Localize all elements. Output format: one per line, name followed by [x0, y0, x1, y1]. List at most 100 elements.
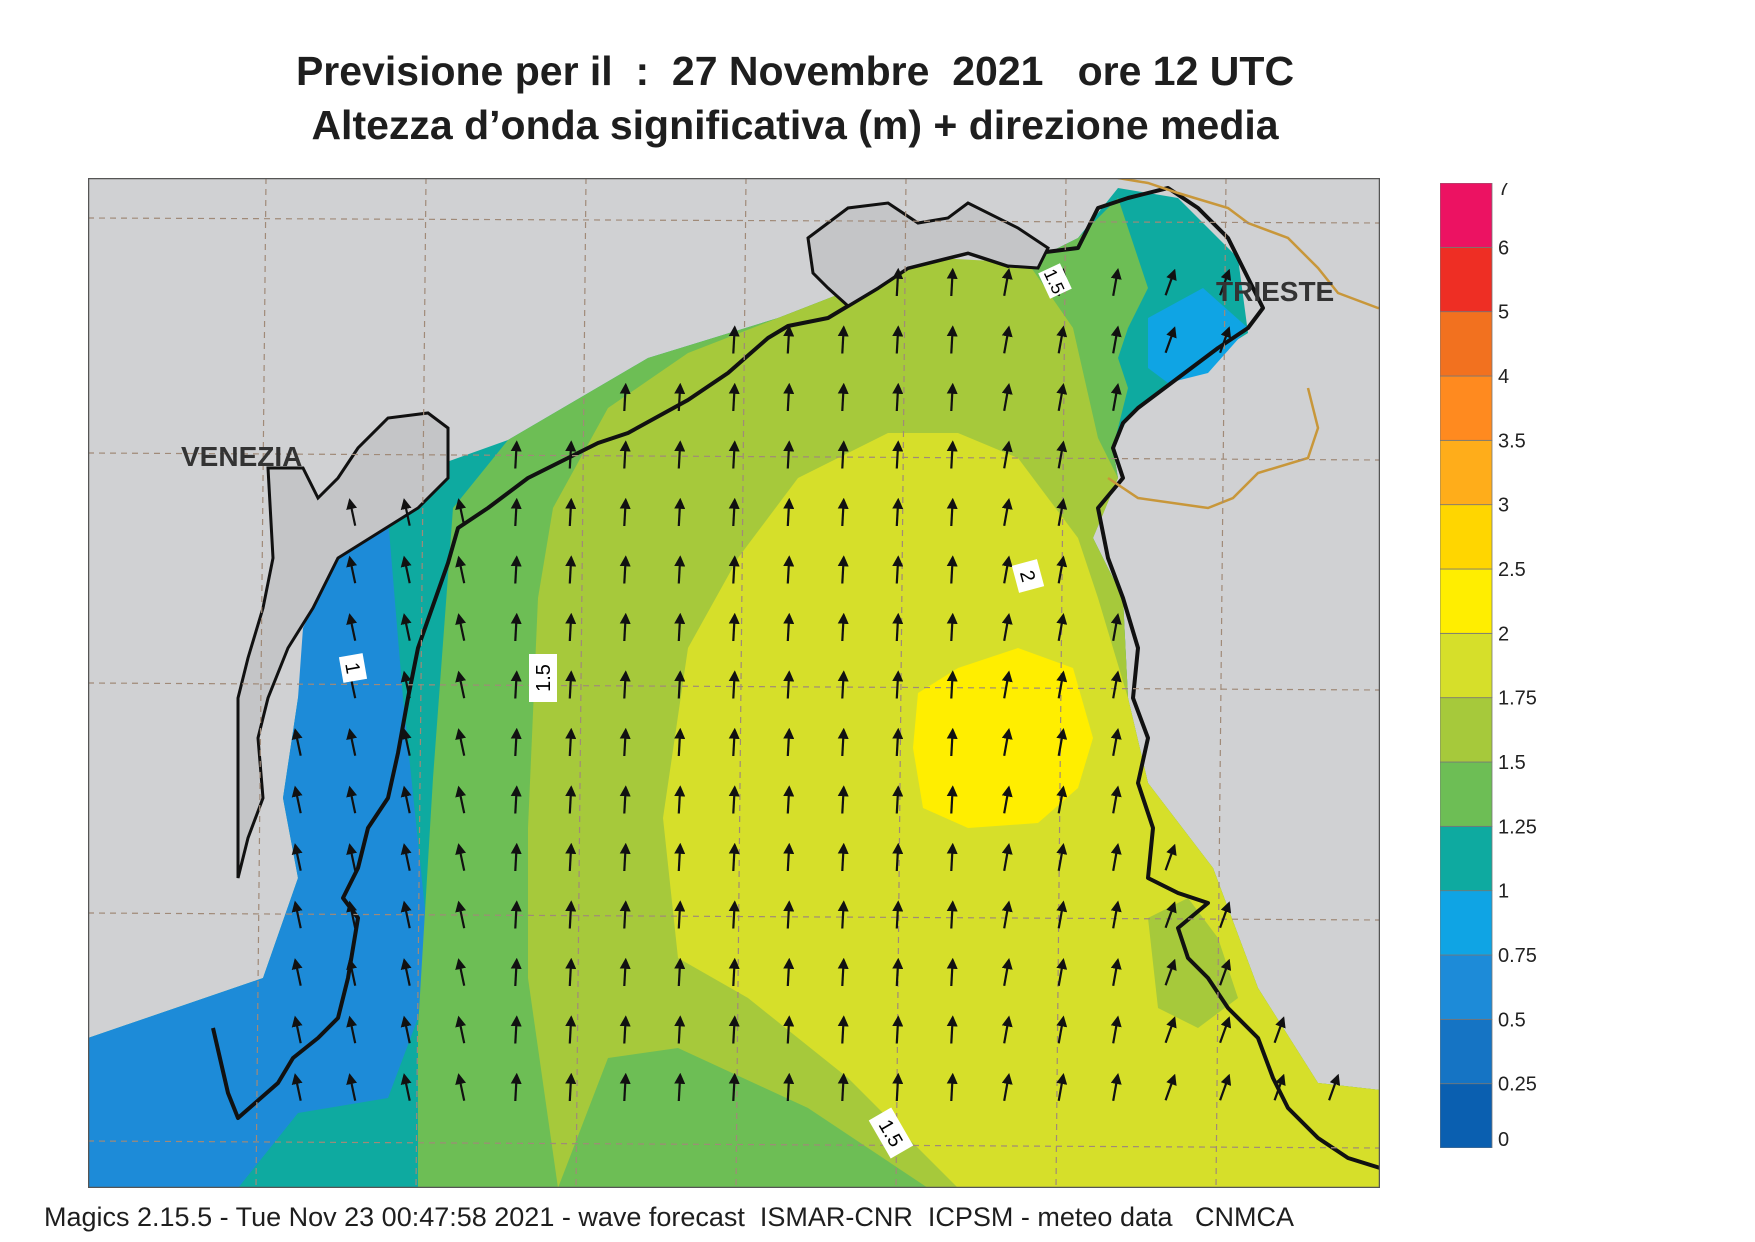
direction-arrow-icon [346, 555, 358, 584]
direction-arrow-icon [946, 555, 958, 584]
lagoon-grado [806, 201, 1050, 308]
direction-arrow-icon [565, 900, 577, 929]
direction-arrow-icon [783, 727, 795, 757]
coastline-west [211, 304, 850, 1120]
direction-arrow-icon [892, 325, 904, 354]
direction-arrow-icon [946, 267, 958, 297]
direction-arrow-icon [400, 728, 412, 756]
direction-arrow-icon [837, 842, 849, 872]
direction-arrow-icon [946, 785, 958, 814]
direction-arrow-icon [783, 670, 795, 699]
direction-arrow-icon [1056, 843, 1068, 871]
legend-label: 0.25 [1498, 1074, 1537, 1096]
legend-label: 5 [1498, 302, 1509, 324]
contour-label-1.5-west-text: 1.5 [533, 664, 555, 692]
direction-arrow-icon [400, 785, 412, 814]
direction-arrow-icon [565, 497, 577, 527]
direction-arrow-icon [728, 497, 740, 527]
direction-arrow-icon [346, 1015, 358, 1044]
direction-arrow-icon [1110, 383, 1122, 411]
direction-arrow-icon [674, 957, 686, 987]
color-scale-legend: 7 6 5 4 3.5 3 2.5 2 1.75 1.5 1.25 1 0.75 0.5 0.25 0 [1440, 183, 1537, 1148]
legend-swatch [1440, 825, 1493, 892]
contour-label-2-text: 2 [1015, 568, 1039, 584]
direction-arrow-icon [837, 325, 849, 354]
direction-arrow-icon [346, 900, 358, 929]
band-0.75-1-trieste [1148, 288, 1248, 383]
direction-arrow-icon [837, 555, 849, 584]
legend-label: 1 [1498, 881, 1509, 903]
direction-arrow-icon [892, 555, 904, 584]
direction-arrow-icon [946, 957, 958, 987]
direction-arrow-icon [946, 325, 958, 354]
direction-arrow-icon [565, 670, 577, 699]
direction-arrow-icon [1164, 268, 1177, 296]
direction-arrow-icon [510, 612, 522, 642]
direction-arrow-icon [291, 900, 303, 929]
direction-arrow-icon [1056, 613, 1068, 641]
direction-arrow-icon [837, 382, 849, 412]
direction-arrow-icon [1164, 1016, 1177, 1044]
direction-arrow-icon [1219, 268, 1232, 296]
direction-arrow-icon [1164, 843, 1177, 871]
direction-arrow-icon [1110, 900, 1122, 929]
direction-arrow-icon [728, 785, 740, 814]
direction-arrow-icon [1001, 440, 1013, 469]
direction-arrow-icon [510, 670, 522, 699]
direction-arrow-icon [619, 382, 631, 412]
direction-arrow-icon [674, 670, 686, 699]
direction-arrow-icon [728, 670, 740, 699]
direction-arrow-icon [565, 727, 577, 757]
direction-arrow-icon [510, 1072, 522, 1102]
direction-arrow-icon [674, 382, 686, 412]
direction-arrow-icon [837, 785, 849, 814]
direction-arrow-icon [619, 957, 631, 987]
direction-arrow-icon [892, 612, 904, 642]
direction-arrow-icon [783, 612, 795, 642]
direction-arrow-icon [400, 843, 412, 871]
direction-arrow-icon [674, 555, 686, 584]
legend-label: 2.5 [1498, 559, 1526, 581]
direction-arrow-icon [728, 1072, 740, 1102]
direction-arrow-icon [674, 1015, 686, 1044]
direction-arrow-icon [510, 957, 522, 987]
direction-arrow-icon [728, 440, 740, 469]
direction-arrow-icon [619, 612, 631, 642]
direction-arrow-icon [1056, 728, 1068, 756]
direction-arrow-icon [455, 785, 467, 814]
direction-arrow-icon [565, 612, 577, 642]
direction-arrow-icon [1056, 900, 1068, 929]
direction-arrow-icon [619, 497, 631, 527]
map-title: Previsione per il : 27 Novembre 2021 ore… [295, 48, 1295, 94]
direction-arrow-icon [728, 957, 740, 987]
direction-arrow-icon [892, 382, 904, 412]
direction-arrow-icon [346, 613, 358, 641]
direction-arrow-icon [783, 785, 795, 814]
direction-arrow-icon [291, 1015, 303, 1044]
mean-direction-arrows [291, 267, 1341, 1102]
direction-arrow-icon [674, 842, 686, 872]
direction-arrow-icon [510, 785, 522, 814]
direction-arrow-icon [728, 727, 740, 757]
direction-arrow-icon [619, 900, 631, 929]
direction-arrow-icon [619, 1015, 631, 1044]
legend-label: 7 [1498, 183, 1509, 200]
direction-arrow-icon [1164, 901, 1177, 929]
direction-arrow-icon [728, 325, 740, 354]
direction-arrow-icon [565, 1015, 577, 1044]
direction-arrow-icon [400, 1073, 412, 1101]
direction-arrow-icon [892, 497, 904, 527]
direction-arrow-icon [619, 440, 631, 469]
direction-arrow-icon [837, 612, 849, 642]
legend-label: 6 [1498, 237, 1509, 259]
direction-arrow-icon [400, 1015, 412, 1044]
direction-arrow-icon [346, 843, 358, 871]
legend-swatch [1440, 375, 1493, 441]
direction-arrow-icon [455, 498, 467, 526]
direction-arrow-icon [946, 497, 958, 527]
legend-label: 3 [1498, 495, 1509, 517]
direction-arrow-icon [1056, 958, 1068, 986]
direction-arrow-icon [619, 1072, 631, 1102]
direction-arrow-icon [619, 842, 631, 872]
direction-arrow-icon [1273, 1073, 1286, 1101]
